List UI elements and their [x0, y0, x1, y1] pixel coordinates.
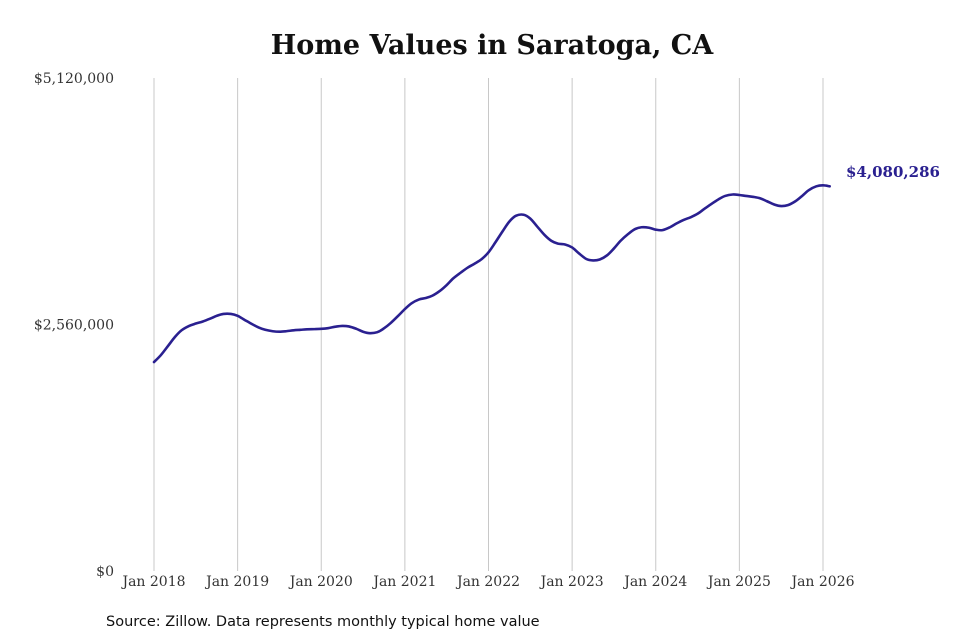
x-tick-label: Jan 2018	[120, 574, 185, 590]
end-value-label: $4,080,286	[846, 163, 940, 181]
x-tick-label: Jan 2023	[539, 574, 604, 590]
x-tick-label: Jan 2024	[622, 574, 687, 590]
x-tick-label: Jan 2025	[706, 574, 771, 590]
x-axis-ticks: Jan 2018 Jan 2019 Jan 2020 Jan 2021 Jan 2022…	[120, 574, 854, 590]
x-tick-label: Jan 2026	[789, 574, 854, 590]
series-layer	[152, 184, 831, 364]
grid-layer	[153, 78, 824, 571]
y-tick-label: $0	[96, 564, 114, 580]
x-tick-label: Jan 2019	[204, 574, 269, 590]
chart-title: Home Values in Saratoga, CA	[271, 30, 714, 61]
x-tick-label: Jan 2022	[455, 574, 520, 590]
x-tick-label: Jan 2021	[371, 574, 436, 590]
y-tick-label: $5,120,000	[34, 71, 114, 87]
source-note: Source: Zillow. Data represents monthly …	[106, 614, 540, 630]
x-tick-label: Jan 2020	[288, 574, 353, 590]
y-axis-ticks: $0 $2,560,000 $5,120,000	[34, 71, 114, 580]
series-line	[152, 184, 831, 364]
y-tick-label: $2,560,000	[34, 318, 114, 334]
